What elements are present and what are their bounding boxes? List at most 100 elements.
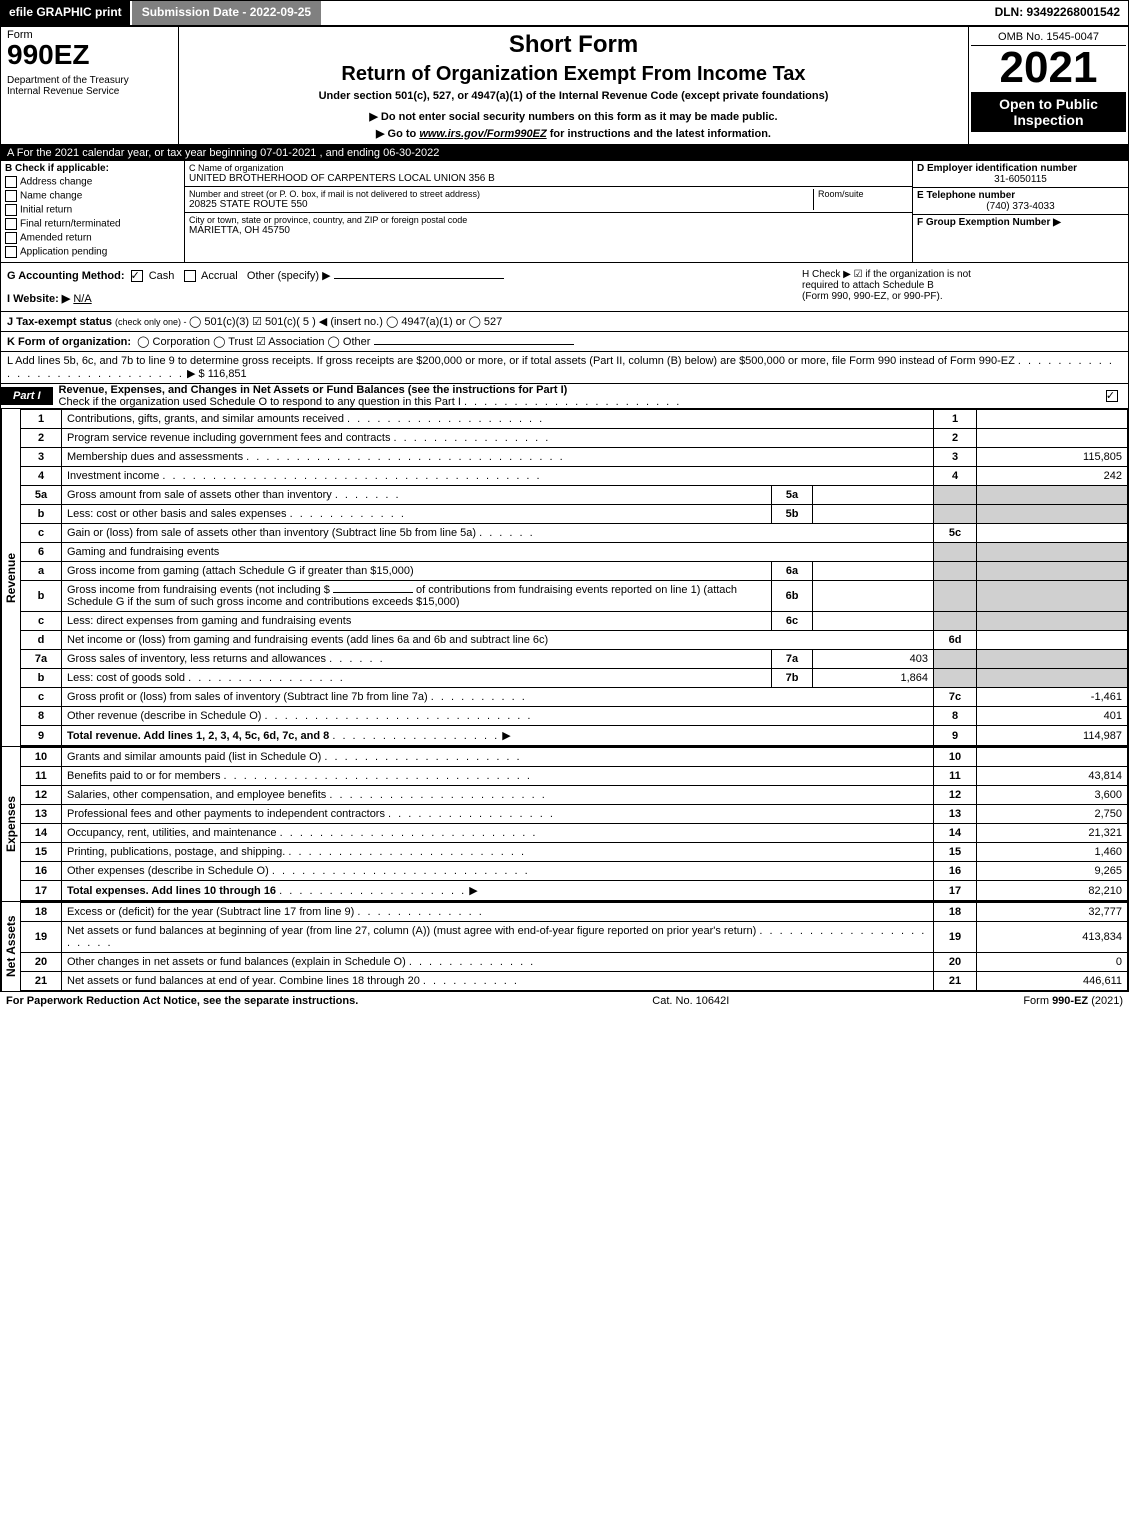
lineno: 2: [21, 429, 62, 448]
minibox: 7a: [772, 650, 813, 669]
org-name-cell: C Name of organization UNITED BROTHERHOO…: [185, 161, 912, 187]
rightnum: 19: [934, 922, 977, 953]
h-line1: H Check ▶ ☑ if the organization is not: [802, 269, 1122, 280]
row-gh: G Accounting Method: Cash Accrual Other …: [1, 263, 1128, 312]
lineno: 11: [21, 767, 62, 786]
line-text: Other changes in net assets or fund bala…: [62, 953, 934, 972]
minibox: 6c: [772, 612, 813, 631]
line-16: 16 Other expenses (describe in Schedule …: [21, 862, 1128, 881]
chk-name-lbl: Name change: [20, 191, 82, 202]
lineno: 18: [21, 903, 62, 922]
irs-link[interactable]: www.irs.gov/Form990EZ: [419, 128, 546, 140]
chk-pending[interactable]: Application pending: [5, 246, 180, 258]
line-text: Excess or (deficit) for the year (Subtra…: [62, 903, 934, 922]
rightnum: 21: [934, 972, 977, 991]
revenue-table: 1 Contributions, gifts, grants, and simi…: [20, 409, 1128, 746]
rightnum: 5c: [934, 524, 977, 543]
header-left: Form 990EZ Department of the Treasury In…: [1, 27, 179, 144]
cash-checkbox-icon[interactable]: [131, 270, 143, 282]
revenue-label: Revenue: [1, 409, 20, 746]
k-other-input[interactable]: [374, 344, 574, 345]
chk-address[interactable]: Address change: [5, 176, 180, 188]
line-text: Other revenue (describe in Schedule O) .…: [62, 707, 934, 726]
value: 242: [977, 467, 1128, 486]
rightnum: 13: [934, 805, 977, 824]
minival: [813, 562, 934, 581]
form-container: Form 990EZ Department of the Treasury In…: [0, 26, 1129, 992]
line-text: Less: direct expenses from gaming and fu…: [62, 612, 772, 631]
form-number: 990EZ: [7, 41, 172, 69]
value: 9,265: [977, 862, 1128, 881]
line-text: Other expenses (describe in Schedule O) …: [62, 862, 934, 881]
chk-amended-lbl: Amended return: [20, 233, 92, 244]
value: 446,611: [977, 972, 1128, 991]
shaded: [934, 505, 977, 524]
col-b: B Check if applicable: Address change Na…: [1, 161, 185, 262]
line-14: 14 Occupancy, rent, utilities, and maint…: [21, 824, 1128, 843]
line-10: 10 Grants and similar amounts paid (list…: [21, 748, 1128, 767]
rightnum: 10: [934, 748, 977, 767]
shaded: [977, 581, 1128, 612]
part1-header: Part I Revenue, Expenses, and Changes in…: [1, 384, 1128, 409]
blank-input[interactable]: [333, 592, 413, 593]
rightnum: 15: [934, 843, 977, 862]
chk-final[interactable]: Final return/terminated: [5, 218, 180, 230]
minibox: 5a: [772, 486, 813, 505]
line-text: Grants and similar amounts paid (list in…: [62, 748, 934, 767]
rightnum: 4: [934, 467, 977, 486]
rightnum: 16: [934, 862, 977, 881]
line-17: 17 Total expenses. Add lines 10 through …: [21, 881, 1128, 901]
open-to-public: Open to Public Inspection: [971, 92, 1126, 132]
chk-name[interactable]: Name change: [5, 190, 180, 202]
line-7a: 7a Gross sales of inventory, less return…: [21, 650, 1128, 669]
l-row: L Add lines 5b, 6c, and 7b to line 9 to …: [1, 352, 1128, 384]
lineno: 3: [21, 448, 62, 467]
dept-label: Department of the Treasury Internal Reve…: [7, 75, 172, 97]
j-row: J Tax-exempt status (check only one) - ◯…: [1, 312, 1128, 332]
minival: [813, 581, 934, 612]
col-de: D Employer identification number 31-6050…: [912, 161, 1128, 262]
value: 2,750: [977, 805, 1128, 824]
line-text: Net assets or fund balances at beginning…: [62, 922, 934, 953]
l-text: L Add lines 5b, 6c, and 7b to line 9 to …: [7, 355, 1015, 367]
chk-amended[interactable]: Amended return: [5, 232, 180, 244]
k-opts: ◯ Corporation ◯ Trust ☑ Association ◯ Ot…: [137, 336, 370, 348]
rightnum: 20: [934, 953, 977, 972]
submission-date-button[interactable]: Submission Date - 2022-09-25: [132, 1, 321, 25]
revenue-section: Revenue 1 Contributions, gifts, grants, …: [1, 409, 1128, 747]
line-text: Gross income from fundraising events (no…: [62, 581, 772, 612]
minival: [813, 505, 934, 524]
g-lbl: G Accounting Method:: [7, 270, 125, 282]
city-lbl: City or town, state or province, country…: [189, 215, 908, 225]
accrual-checkbox-icon[interactable]: [184, 270, 196, 282]
shaded: [977, 650, 1128, 669]
line-2: 2 Program service revenue including gove…: [21, 429, 1128, 448]
line-text: Gross income from gaming (attach Schedul…: [62, 562, 772, 581]
g-section: G Accounting Method: Cash Accrual Other …: [7, 269, 802, 305]
value: [977, 429, 1128, 448]
rightnum: 1: [934, 410, 977, 429]
street-lbl: Number and street (or P. O. box, if mail…: [189, 189, 813, 199]
line-7c: c Gross profit or (loss) from sales of i…: [21, 688, 1128, 707]
chk-final-lbl: Final return/terminated: [20, 219, 121, 230]
part1-title: Revenue, Expenses, and Changes in Net As…: [59, 384, 568, 396]
rightnum: 3: [934, 448, 977, 467]
h-line2: required to attach Schedule B: [802, 280, 1122, 291]
rightnum: 18: [934, 903, 977, 922]
lineno: 7a: [21, 650, 62, 669]
efile-print-button[interactable]: efile GRAPHIC print: [1, 1, 132, 25]
line-6: 6 Gaming and fundraising events: [21, 543, 1128, 562]
lineno: 8: [21, 707, 62, 726]
chk-initial[interactable]: Initial return: [5, 204, 180, 216]
value: 82,210: [977, 881, 1128, 901]
street-cell: Number and street (or P. O. box, if mail…: [185, 187, 912, 213]
tax-year: 2021: [971, 46, 1126, 90]
other-input[interactable]: [334, 278, 504, 279]
part1-checkbox-icon[interactable]: [1106, 390, 1118, 402]
line-text: Total expenses. Add lines 10 through 16 …: [62, 881, 934, 901]
line-text: Gross amount from sale of assets other t…: [62, 486, 772, 505]
k-lbl: K Form of organization:: [7, 336, 131, 348]
chk-address-lbl: Address change: [20, 177, 92, 188]
lineno: 16: [21, 862, 62, 881]
checkbox-icon: [5, 232, 17, 244]
